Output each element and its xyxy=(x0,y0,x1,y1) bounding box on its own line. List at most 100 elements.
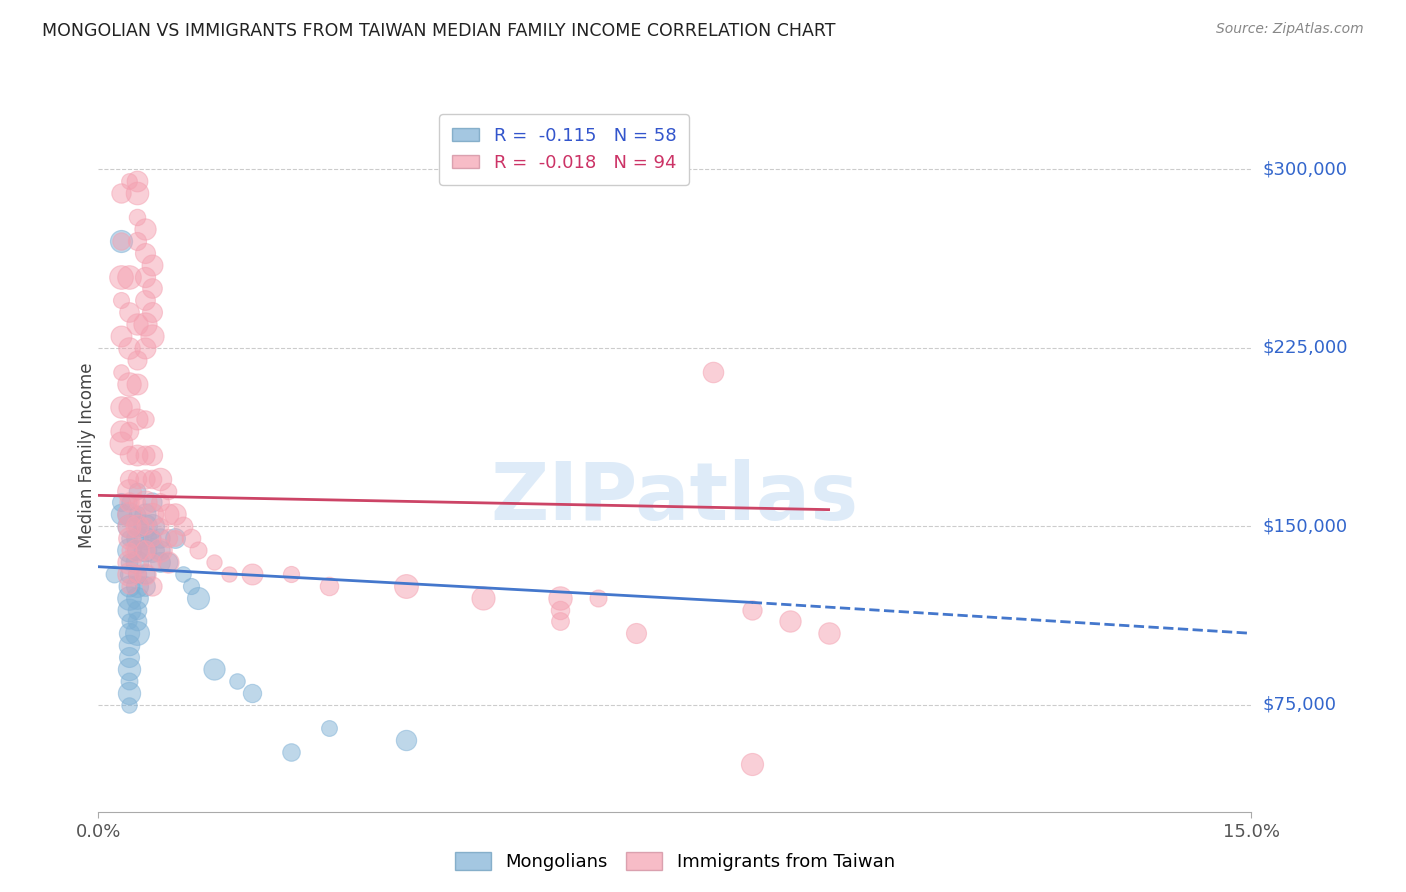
Point xyxy=(118,424,141,438)
Point xyxy=(125,626,148,640)
Point xyxy=(125,519,148,533)
Point xyxy=(125,186,148,201)
Point xyxy=(118,508,141,522)
Point xyxy=(125,508,148,522)
Point xyxy=(172,566,194,581)
Point xyxy=(548,615,571,629)
Point xyxy=(141,531,163,545)
Point xyxy=(125,174,148,188)
Point xyxy=(118,269,141,284)
Point xyxy=(118,543,141,558)
Point xyxy=(134,341,156,355)
Point xyxy=(118,543,141,558)
Point xyxy=(125,531,148,545)
Point xyxy=(586,591,609,605)
Point xyxy=(125,448,148,462)
Point xyxy=(149,555,172,569)
Point xyxy=(141,555,163,569)
Point xyxy=(118,566,141,581)
Point xyxy=(141,472,163,486)
Point xyxy=(156,483,179,498)
Point xyxy=(110,329,132,343)
Point xyxy=(218,566,240,581)
Legend: R =  -0.115   N = 58, R =  -0.018   N = 94: R = -0.115 N = 58, R = -0.018 N = 94 xyxy=(440,114,689,185)
Point xyxy=(280,566,302,581)
Point xyxy=(118,591,141,605)
Point xyxy=(110,436,132,450)
Point xyxy=(134,519,156,533)
Point xyxy=(118,519,141,533)
Point xyxy=(125,615,148,629)
Point xyxy=(225,673,247,688)
Text: Source: ZipAtlas.com: Source: ZipAtlas.com xyxy=(1216,22,1364,37)
Text: $300,000: $300,000 xyxy=(1263,161,1347,178)
Point xyxy=(149,519,172,533)
Point xyxy=(149,495,172,509)
Point xyxy=(118,673,141,688)
Point xyxy=(741,757,763,772)
Point xyxy=(395,733,418,747)
Point xyxy=(817,626,839,640)
Point xyxy=(110,508,132,522)
Point xyxy=(118,579,141,593)
Point xyxy=(118,174,141,188)
Point xyxy=(779,615,801,629)
Point xyxy=(134,531,156,545)
Point xyxy=(548,602,571,616)
Point xyxy=(118,508,141,522)
Point xyxy=(110,234,132,248)
Point xyxy=(156,531,179,545)
Point xyxy=(118,483,141,498)
Point xyxy=(118,341,141,355)
Point xyxy=(118,401,141,415)
Text: $150,000: $150,000 xyxy=(1263,517,1347,535)
Point xyxy=(141,531,163,545)
Point xyxy=(165,531,187,545)
Point xyxy=(165,508,187,522)
Point xyxy=(125,543,148,558)
Point xyxy=(118,448,141,462)
Point xyxy=(134,579,156,593)
Point xyxy=(141,495,163,509)
Point xyxy=(110,186,132,201)
Point xyxy=(118,495,141,509)
Point xyxy=(280,745,302,759)
Point xyxy=(118,472,141,486)
Point xyxy=(118,650,141,665)
Point xyxy=(125,566,148,581)
Point xyxy=(125,495,148,509)
Point xyxy=(134,269,156,284)
Point xyxy=(395,579,418,593)
Point xyxy=(187,543,209,558)
Point xyxy=(118,662,141,676)
Point xyxy=(118,531,141,545)
Point xyxy=(110,234,132,248)
Point xyxy=(180,579,202,593)
Point xyxy=(125,566,148,581)
Point xyxy=(134,543,156,558)
Point xyxy=(134,508,156,522)
Y-axis label: Median Family Income: Median Family Income xyxy=(79,362,96,548)
Point xyxy=(149,472,172,486)
Point xyxy=(125,317,148,331)
Point xyxy=(156,555,179,569)
Point xyxy=(165,531,187,545)
Point xyxy=(141,258,163,272)
Point xyxy=(118,686,141,700)
Point xyxy=(149,531,172,545)
Point xyxy=(141,281,163,295)
Point xyxy=(125,483,148,498)
Point xyxy=(125,412,148,426)
Point xyxy=(125,472,148,486)
Point xyxy=(118,579,141,593)
Point xyxy=(118,638,141,652)
Point xyxy=(318,579,340,593)
Point xyxy=(626,626,648,640)
Point xyxy=(103,566,125,581)
Point xyxy=(110,495,132,509)
Point xyxy=(110,365,132,379)
Point xyxy=(149,543,172,558)
Point xyxy=(141,305,163,319)
Point xyxy=(318,722,340,736)
Point xyxy=(134,566,156,581)
